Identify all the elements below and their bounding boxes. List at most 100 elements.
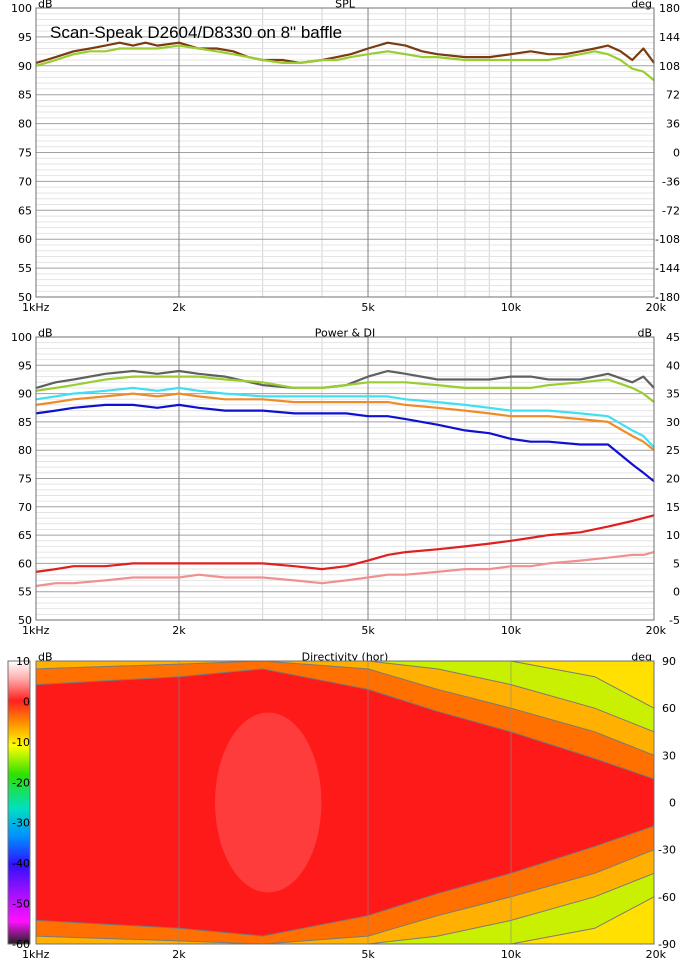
x-tick-label: 20k [646, 301, 667, 314]
y-tick-label-right: 25 [666, 444, 680, 457]
panel-title: SPL [335, 0, 356, 11]
y-tick-label-right: 180 [659, 2, 680, 15]
x-tick-label: 20k [646, 948, 667, 961]
y-tick-label-right: -90 [658, 938, 676, 951]
chart-annotation: Scan-Speak D2604/D8330 on 8" baffle [50, 23, 342, 42]
y-unit-left: dB [38, 327, 53, 340]
y-tick-label-right: -180 [655, 291, 680, 304]
y-tick-label-right: 90 [662, 655, 676, 668]
y-tick-label: 70 [18, 175, 32, 188]
contour-line [36, 661, 654, 733]
contour-line [36, 668, 654, 780]
x-tick-label: 2k [172, 301, 186, 314]
y-tick-label-right: 60 [662, 702, 676, 715]
series-line [35, 551, 655, 588]
y-tick-label-right: 30 [662, 749, 676, 762]
series-line [35, 514, 655, 573]
y-tick-label: 100 [11, 2, 32, 15]
y-tick-label: 85 [18, 416, 32, 429]
y-tick-label-right: 0 [673, 586, 680, 599]
y-tick-label-right: -36 [662, 175, 680, 188]
contour-line [36, 896, 654, 944]
y-tick-label-right: -30 [658, 844, 676, 857]
series-line [35, 375, 655, 403]
y-unit-right: dB [637, 327, 652, 340]
y-tick-label: 65 [18, 204, 32, 217]
y-tick-label-right: -144 [655, 262, 680, 275]
plot-frame [35, 336, 655, 621]
x-tick-label: 1kHz [22, 948, 50, 961]
y-tick-label-right: -108 [655, 233, 680, 246]
y-tick-label: 60 [18, 233, 32, 246]
y-unit-left: dB [38, 0, 53, 11]
y-tick-label-right: 10 [666, 529, 680, 542]
series-line [35, 403, 655, 483]
y-tick-label: 90 [18, 60, 32, 73]
y-tick-label: 80 [18, 118, 32, 131]
y-tick-label: 70 [18, 501, 32, 514]
series-line [35, 41, 655, 64]
y-tick-label-right: -5 [669, 614, 680, 627]
contour-line [36, 872, 654, 944]
series-line [35, 369, 655, 389]
series-line [35, 392, 655, 452]
y-tick-label-right: 30 [666, 416, 680, 429]
y-unit-right: deg [631, 651, 652, 664]
y-tick-label: 60 [18, 557, 32, 570]
colorbar [7, 660, 31, 945]
y-tick-label-right: 40 [666, 359, 680, 372]
x-tick-label: 20k [646, 624, 667, 637]
x-tick-label: 2k [172, 948, 186, 961]
y-tick-label: 50 [18, 614, 32, 627]
x-tick-label: 2k [172, 624, 186, 637]
y-tick-label: 95 [18, 359, 32, 372]
colorbar-tick-label: 0 [23, 695, 30, 708]
y-tick-label-right: 35 [666, 388, 680, 401]
y-tick-label: 90 [18, 388, 32, 401]
y-tick-label-right: 144 [659, 31, 680, 44]
y-tick-label-right: 108 [659, 60, 680, 73]
heatmap-area [36, 661, 654, 944]
colorbar-tick-label: -40 [12, 857, 30, 870]
x-tick-label: 5k [361, 301, 375, 314]
colorbar-tick-label: -20 [12, 776, 30, 789]
y-tick-label: 75 [18, 473, 32, 486]
panel-title: Power & DI [315, 327, 376, 340]
y-tick-label-right: 20 [666, 473, 680, 486]
y-tick-label-right: -72 [662, 204, 680, 217]
y-tick-label: 65 [18, 529, 32, 542]
heatmap-hot-spot [215, 712, 322, 893]
colorbar-tick-label: -30 [12, 817, 30, 830]
plot-frame [35, 7, 655, 298]
colorbar-tick-label: -50 [12, 898, 30, 911]
colorbar-tick-label: -10 [12, 736, 30, 749]
y-tick-label: 80 [18, 444, 32, 457]
plot-frame [35, 660, 655, 945]
x-tick-label: 5k [361, 624, 375, 637]
y-unit-right: deg [631, 0, 652, 11]
y-tick-label-right: 5 [673, 557, 680, 570]
contour-line [36, 661, 654, 709]
y-tick-label-right: 0 [673, 147, 680, 160]
y-tick-label-right: 45 [666, 331, 680, 344]
y-tick-label-right: 36 [666, 118, 680, 131]
x-tick-label: 1kHz [22, 301, 50, 314]
y-tick-label: 55 [18, 586, 32, 599]
heatmap-level-region [36, 668, 654, 937]
y-tick-label: 55 [18, 262, 32, 275]
contour-line [36, 825, 654, 937]
y-tick-label: 95 [18, 31, 32, 44]
series-line [35, 386, 655, 449]
y-tick-label: 50 [18, 291, 32, 304]
y-unit-left: dB [38, 651, 53, 664]
x-tick-label: 1kHz [22, 624, 50, 637]
panel-title: Directivity (hor) [302, 651, 389, 664]
y-tick-label-right: -60 [658, 891, 676, 904]
y-tick-label-right: 72 [666, 89, 680, 102]
contour-line [36, 849, 654, 944]
y-tick-label-right: 0 [669, 797, 676, 810]
contour-line [36, 661, 654, 756]
y-tick-label: 75 [18, 147, 32, 160]
